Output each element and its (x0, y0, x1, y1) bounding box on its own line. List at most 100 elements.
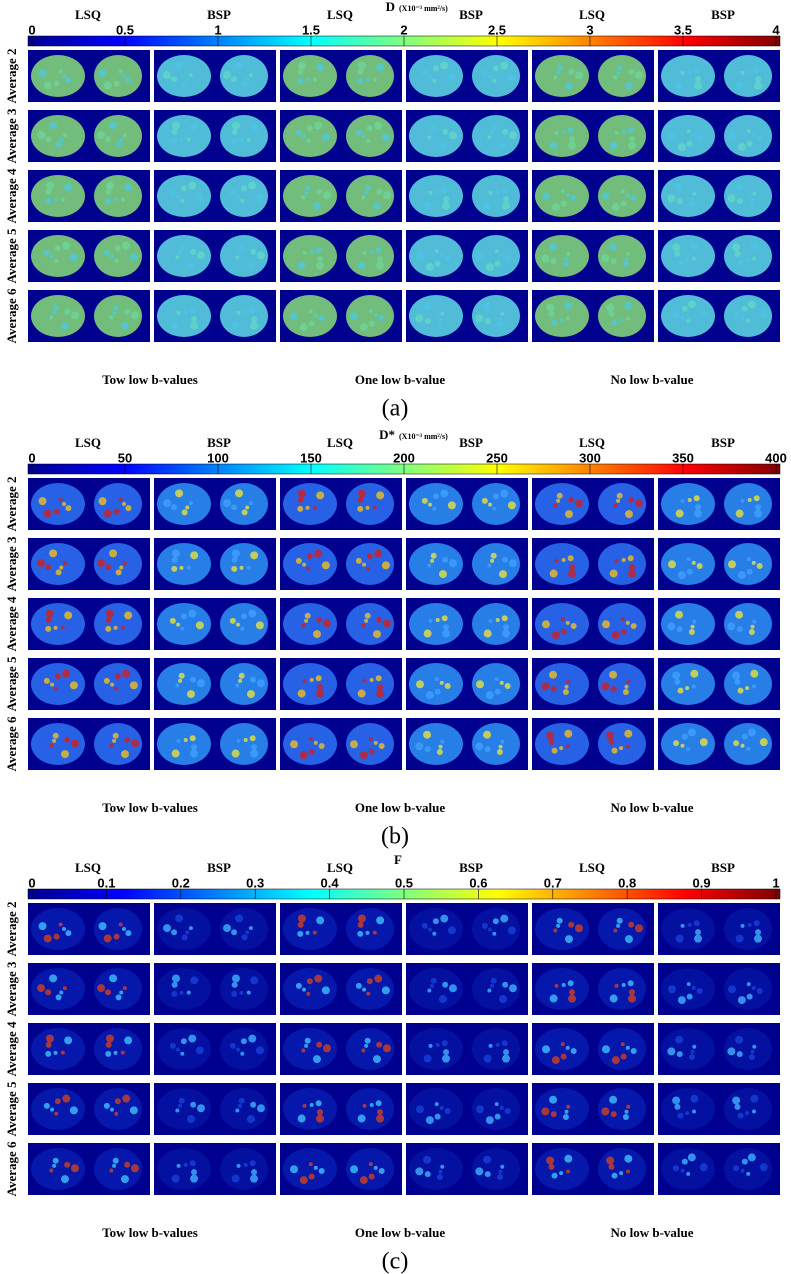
texture (488, 927, 493, 932)
texture (614, 130, 619, 135)
texture (741, 1158, 748, 1165)
texture (362, 250, 367, 255)
texture (728, 132, 737, 141)
texture (692, 684, 697, 689)
colorbar-tick-label: 0.7 (544, 875, 562, 890)
texture (740, 743, 745, 748)
texture (442, 201, 451, 210)
texture (301, 195, 306, 200)
tissue (220, 55, 268, 97)
texture (255, 621, 264, 630)
texture (677, 996, 686, 1005)
texture (628, 921, 635, 928)
texture (551, 319, 558, 326)
texture (747, 69, 752, 74)
texture (495, 617, 500, 622)
texture (191, 1169, 198, 1176)
tissue (220, 483, 268, 525)
texture (619, 746, 624, 751)
texture (105, 1050, 112, 1057)
texture (752, 684, 757, 689)
column-label: BSP (207, 435, 231, 450)
row-label: Average 5 (4, 656, 19, 711)
texture (675, 1035, 684, 1044)
texture (502, 556, 509, 563)
texture (688, 200, 695, 207)
texture (376, 491, 385, 500)
texture (549, 994, 558, 1003)
tissue (220, 115, 268, 157)
texture (628, 994, 637, 1003)
texture (53, 197, 58, 202)
texture (103, 81, 112, 90)
tissue (409, 295, 463, 337)
texture (620, 1042, 625, 1047)
texture (562, 1113, 569, 1120)
texture (736, 1051, 743, 1058)
texture (52, 310, 57, 315)
texture (181, 81, 188, 88)
texture (438, 744, 443, 749)
texture (498, 995, 507, 1004)
texture (686, 568, 693, 575)
tissue (724, 543, 772, 585)
texture (175, 61, 184, 70)
texture (250, 551, 259, 560)
texture (476, 1105, 485, 1114)
texture (500, 61, 509, 70)
texture (302, 678, 307, 683)
texture (696, 562, 703, 569)
texture (759, 738, 768, 747)
texture (297, 921, 304, 928)
texture (609, 670, 618, 679)
texture (727, 622, 736, 631)
texture (693, 495, 700, 502)
texture (753, 920, 760, 927)
texture (188, 73, 193, 78)
texture (58, 922, 63, 927)
texture (541, 682, 550, 691)
texture (630, 1047, 637, 1054)
texture (38, 497, 47, 506)
texture (736, 626, 743, 633)
tissue (31, 543, 85, 585)
texture (236, 1163, 241, 1168)
texture (362, 562, 367, 567)
texture (130, 739, 139, 748)
texture (686, 318, 691, 323)
tissue (661, 1148, 715, 1190)
texture (112, 732, 119, 739)
texture (568, 68, 575, 75)
texture (105, 625, 112, 632)
texture (69, 681, 78, 690)
texture (241, 509, 248, 516)
texture (440, 1164, 445, 1169)
texture (185, 930, 190, 935)
texture (559, 746, 564, 751)
texture (186, 262, 195, 271)
texture (350, 740, 359, 749)
texture (240, 198, 245, 203)
texture (629, 136, 636, 143)
tissue (661, 295, 715, 337)
texture (377, 684, 384, 691)
texture (299, 1176, 308, 1185)
texture (54, 258, 59, 263)
texture (439, 252, 444, 257)
texture (366, 125, 373, 132)
texture (430, 977, 437, 984)
texture (304, 612, 311, 619)
texture (50, 254, 55, 259)
texture (297, 61, 306, 70)
texture (566, 316, 571, 321)
texture (442, 629, 451, 638)
tissue (220, 968, 268, 1010)
texture (50, 1107, 55, 1112)
texture (171, 749, 180, 758)
texture (695, 504, 702, 511)
texture (690, 196, 695, 201)
texture (611, 1056, 620, 1065)
texture (368, 309, 373, 314)
group-label: Tow low b-values (102, 372, 198, 387)
texture (112, 304, 119, 311)
